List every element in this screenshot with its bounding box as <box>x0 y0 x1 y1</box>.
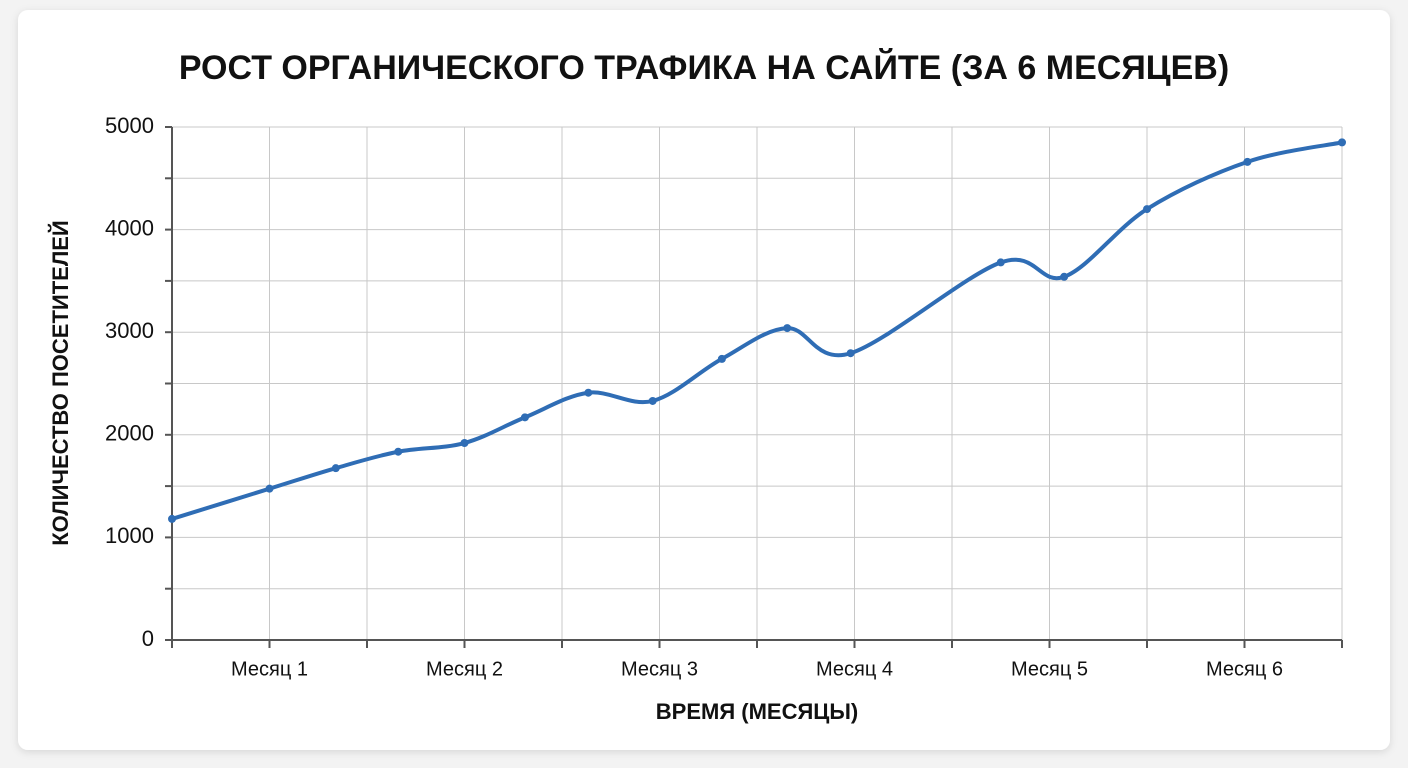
card <box>18 10 1390 750</box>
y-tick-label: 3000 <box>105 318 154 343</box>
x-axis-label: ВРЕМЯ (МЕСЯЦЫ) <box>656 699 858 724</box>
y-tick-label: 1000 <box>105 523 154 548</box>
x-tick-label: Месяц 5 <box>1011 658 1088 680</box>
point <box>648 396 657 405</box>
y-tick-label: 2000 <box>105 421 154 446</box>
point <box>717 354 726 363</box>
point <box>394 447 403 456</box>
y-axis-label: КОЛИЧЕСТВО ПОСЕТИТЕЛЕЙ <box>48 220 73 546</box>
point <box>331 464 340 473</box>
y-tick-label: 4000 <box>105 215 154 240</box>
x-tick-label: Месяц 4 <box>816 658 893 680</box>
point <box>996 258 1005 267</box>
y-tick-label: 0 <box>142 626 154 651</box>
point <box>1243 157 1252 166</box>
point <box>584 388 593 397</box>
point <box>1338 138 1346 147</box>
x-tick-label: Месяц 1 <box>231 658 308 680</box>
chart-title: РОСТ ОРГАНИЧЕСКОГО ТРАФИКА НА САЙТЕ (ЗА … <box>179 48 1229 87</box>
point <box>1143 205 1151 214</box>
point <box>846 349 855 358</box>
point <box>460 439 469 448</box>
x-tick-label: Месяц 3 <box>621 658 698 680</box>
point <box>1060 272 1069 281</box>
point <box>265 484 274 493</box>
x-tick-label: Месяц 2 <box>426 658 503 680</box>
y-tick-label: 5000 <box>105 113 154 138</box>
point <box>520 413 529 422</box>
point <box>168 514 176 523</box>
point <box>783 324 792 333</box>
x-tick-label: Месяц 6 <box>1206 658 1283 680</box>
